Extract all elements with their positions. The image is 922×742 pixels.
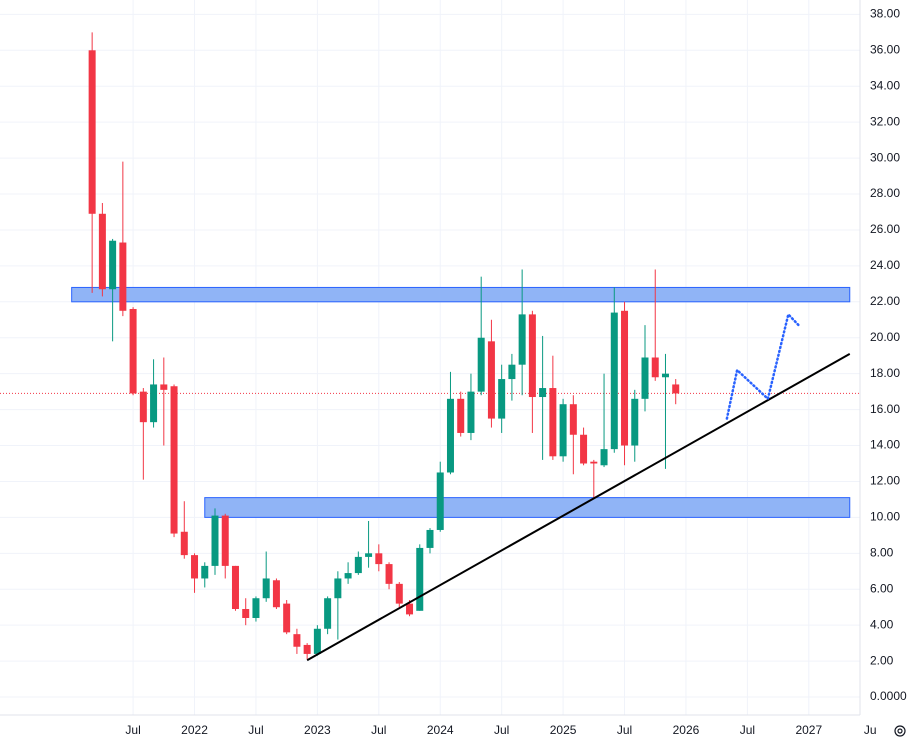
candle-body bbox=[129, 308, 137, 394]
x-tick-label: 2024 bbox=[427, 723, 454, 737]
candle-body bbox=[303, 644, 311, 654]
candle-body bbox=[498, 379, 506, 419]
y-tick-label: 32.00 bbox=[870, 114, 900, 128]
y-tick-label: 2.00 bbox=[870, 653, 894, 667]
y-tick-label: 20.00 bbox=[870, 330, 900, 344]
candle-body bbox=[590, 461, 598, 464]
candle-body bbox=[283, 603, 291, 633]
y-tick-label: 26.00 bbox=[870, 222, 900, 236]
y-tick-label: 22.00 bbox=[870, 294, 900, 308]
candle-body bbox=[661, 373, 669, 378]
x-tick-label: 2023 bbox=[304, 723, 331, 737]
candle-body bbox=[569, 404, 577, 435]
candle-body bbox=[549, 388, 557, 457]
y-tick-label: 18.00 bbox=[870, 366, 900, 380]
x-tick-label: 2022 bbox=[181, 723, 208, 737]
candle-body bbox=[375, 553, 383, 565]
candle-body bbox=[272, 580, 280, 608]
candle-body bbox=[160, 384, 168, 390]
trendline bbox=[306, 353, 851, 662]
candle-body bbox=[262, 578, 270, 599]
candle-body bbox=[139, 391, 147, 423]
x-tick-label: 2025 bbox=[550, 723, 577, 737]
candle-body bbox=[354, 556, 362, 574]
candle-body bbox=[252, 598, 260, 618]
x-tick-label: Jul bbox=[617, 723, 632, 737]
settings-icon[interactable] bbox=[894, 725, 906, 737]
y-tick-label: 36.00 bbox=[870, 42, 900, 56]
candle-body bbox=[559, 404, 567, 457]
candle-body bbox=[518, 314, 526, 365]
candle-body bbox=[365, 553, 373, 557]
y-tick-label: 0.0000 bbox=[870, 689, 907, 703]
y-tick-label: 10.00 bbox=[870, 510, 900, 524]
candle-body bbox=[539, 388, 547, 398]
y-tick-label: 30.00 bbox=[870, 150, 900, 164]
candle-body bbox=[651, 357, 659, 378]
candle-body bbox=[150, 384, 158, 423]
candle-body bbox=[477, 337, 485, 392]
candle-body bbox=[426, 529, 434, 548]
zone bbox=[204, 497, 851, 518]
x-tick-label: Ju bbox=[864, 723, 877, 737]
candle-body bbox=[109, 240, 117, 290]
candle-body bbox=[231, 565, 239, 610]
y-tick-label: 14.00 bbox=[870, 438, 900, 452]
x-tick-label: Jul bbox=[740, 723, 755, 737]
candle-body bbox=[344, 573, 352, 579]
candle-body bbox=[119, 242, 127, 311]
y-tick-label: 6.00 bbox=[870, 581, 894, 595]
candle-body bbox=[631, 398, 639, 446]
candle-body bbox=[528, 314, 536, 398]
candle-body bbox=[242, 609, 250, 618]
price-axis-bg bbox=[860, 0, 922, 742]
candle-body bbox=[416, 547, 424, 611]
candle-body bbox=[88, 50, 96, 214]
candle-body bbox=[580, 434, 588, 464]
candle-body bbox=[487, 341, 495, 419]
x-tick-label: Jul bbox=[125, 723, 140, 737]
candle-body bbox=[313, 628, 321, 654]
x-tick-label: Jul bbox=[494, 723, 509, 737]
y-tick-label: 28.00 bbox=[870, 186, 900, 200]
candle-body bbox=[436, 472, 444, 530]
candle-body bbox=[201, 565, 209, 579]
candle-body bbox=[98, 213, 106, 290]
projection-path bbox=[725, 311, 800, 420]
y-tick-label: 12.00 bbox=[870, 474, 900, 488]
y-tick-label: 4.00 bbox=[870, 617, 894, 631]
x-tick-label: 2026 bbox=[673, 723, 700, 737]
x-tick-label: Jul bbox=[371, 723, 386, 737]
candle-body bbox=[446, 398, 454, 473]
y-tick-label: 24.00 bbox=[870, 258, 900, 272]
candle-body bbox=[324, 598, 332, 629]
candle-body bbox=[221, 515, 229, 566]
x-tick-label: 2027 bbox=[795, 723, 822, 737]
candle-body bbox=[180, 531, 188, 556]
candle-body bbox=[385, 564, 393, 584]
zone bbox=[71, 286, 851, 303]
candle-body bbox=[406, 603, 414, 615]
candle-body bbox=[508, 364, 516, 380]
candle-body bbox=[395, 583, 403, 604]
candle-body bbox=[672, 384, 680, 394]
candle-body bbox=[211, 515, 219, 566]
y-tick-label: 8.00 bbox=[870, 545, 894, 559]
candle-body bbox=[600, 449, 608, 466]
candle-body bbox=[457, 398, 465, 433]
y-tick-label: 34.00 bbox=[870, 78, 900, 92]
candle-body bbox=[641, 357, 649, 399]
candle-body bbox=[293, 634, 301, 647]
candle-body bbox=[467, 391, 475, 433]
candle-body bbox=[334, 578, 342, 599]
y-tick-label: 38.00 bbox=[870, 7, 900, 21]
x-tick-label: Jul bbox=[248, 723, 263, 737]
candle-body bbox=[621, 310, 629, 446]
candle-body bbox=[191, 555, 199, 579]
candle-body bbox=[610, 312, 618, 450]
y-tick-label: 16.00 bbox=[870, 402, 900, 416]
candle-body bbox=[170, 386, 178, 534]
